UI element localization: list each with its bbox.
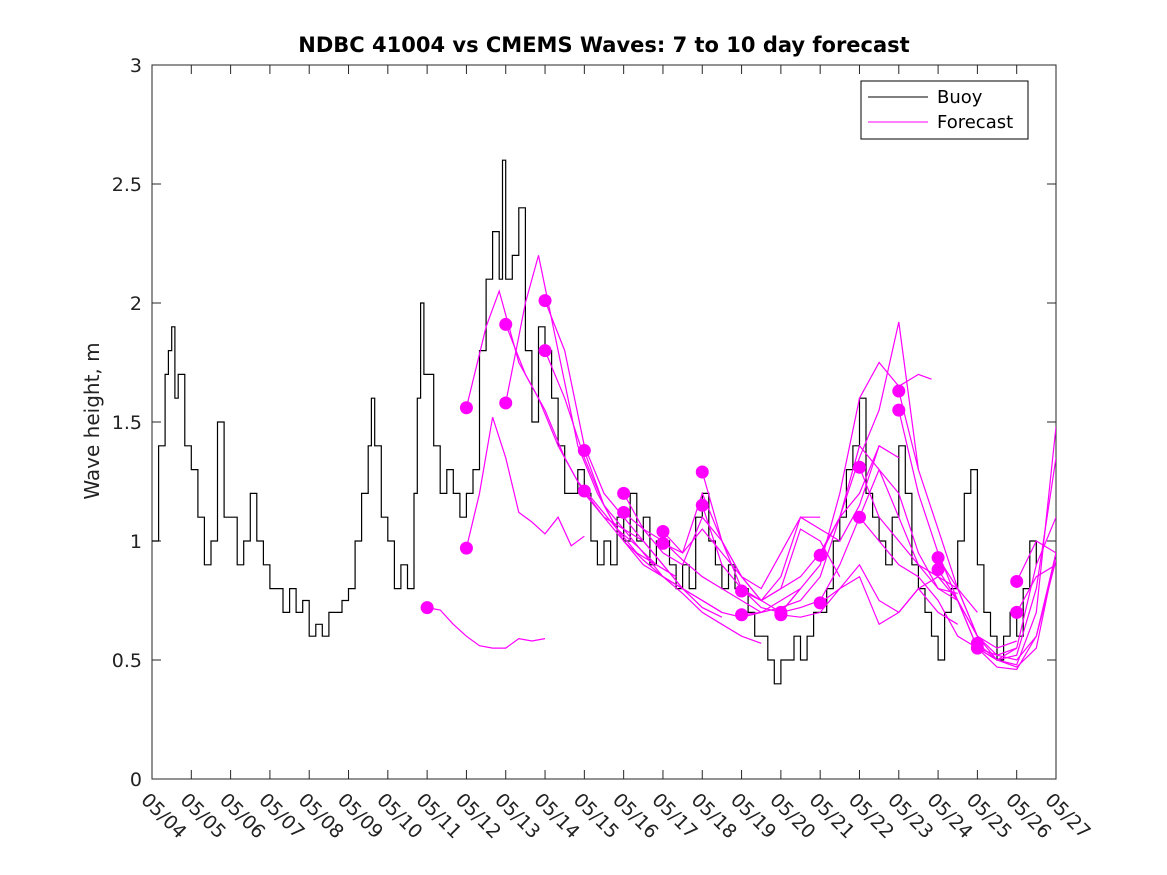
forecast-start-marker: [577, 444, 591, 458]
buoy-series-line: [152, 159, 1037, 685]
forecast-start-marker: [735, 608, 749, 622]
forecast-start-marker: [813, 596, 827, 610]
forecast-series-line: [465, 289, 657, 566]
forecast-series-line: [505, 255, 677, 578]
forecast-series-line: [505, 324, 683, 590]
forecast-series-line: [465, 417, 585, 549]
forecast-series-line: [583, 490, 762, 618]
forecast-start-marker: [459, 401, 473, 415]
forecast-start-marker: [656, 524, 670, 538]
legend-forecast-label: Forecast: [937, 112, 1013, 133]
forecast-start-marker: [892, 403, 906, 417]
forecast-start-marker: [695, 498, 709, 512]
forecast-start-marker: [852, 510, 866, 524]
forecast-start-marker: [931, 551, 945, 565]
y-axis-label: Wave height, m: [80, 342, 104, 499]
forecast-start-marker: [499, 396, 513, 410]
y-tick-label: 2: [130, 293, 142, 315]
forecast-start-marker: [538, 344, 552, 358]
forecast-series-line: [426, 607, 546, 649]
forecast-start-marker: [1010, 605, 1024, 619]
forecast-start-marker: [656, 536, 670, 550]
forecast-series-line: [1016, 540, 1056, 582]
forecast-series-line: [780, 563, 959, 625]
forecast-start-marker: [1010, 574, 1024, 588]
y-tick-label: 0.5: [112, 650, 142, 672]
forecast-start-marker: [420, 601, 434, 615]
chart-title: NDBC 41004 vs CMEMS Waves: 7 to 10 day f…: [298, 33, 909, 57]
forecast-start-marker: [774, 608, 788, 622]
y-tick-label: 0: [130, 769, 142, 791]
forecast-start-marker: [617, 505, 631, 519]
legend-buoy-label: Buoy: [937, 87, 983, 108]
forecast-start-marker: [892, 384, 906, 398]
forecast-start-marker: [852, 460, 866, 474]
forecast-series-line: [819, 575, 978, 637]
data-layer: [152, 159, 1056, 685]
x-tick-label: 05/27: [1040, 789, 1094, 843]
y-tick-label: 1.5: [112, 412, 142, 434]
forecast-series-line: [741, 361, 932, 614]
legend: Buoy Forecast: [860, 80, 1029, 140]
forecast-series-line: [741, 321, 919, 616]
forecast-start-marker: [813, 548, 827, 562]
forecast-start-marker: [970, 641, 984, 655]
forecast-start-marker: [577, 484, 591, 498]
forecast-start-marker: [695, 465, 709, 479]
forecast-series-line: [583, 450, 762, 644]
plot-area: 00.511.522.5305/0405/0505/0605/0705/0805…: [112, 55, 1095, 843]
y-tick-label: 2.5: [112, 174, 142, 196]
forecast-start-marker: [499, 317, 513, 331]
forecast-start-marker: [617, 486, 631, 500]
forecast-series-line: [977, 516, 1056, 661]
forecast-start-marker: [459, 541, 473, 555]
forecast-series-line: [544, 300, 723, 618]
forecast-series-line: [1016, 564, 1056, 613]
y-tick-label: 3: [130, 55, 142, 77]
forecast-start-marker: [538, 294, 552, 308]
forecast-start-marker: [931, 563, 945, 577]
forecast-start-marker: [735, 584, 749, 598]
legend-box: [860, 80, 1029, 140]
forecast-series-line: [976, 559, 1056, 671]
axes-box: [151, 64, 1057, 780]
y-tick-label: 1: [130, 531, 142, 553]
forecast-series-line: [701, 445, 880, 602]
forecast-series-line: [858, 466, 1017, 649]
